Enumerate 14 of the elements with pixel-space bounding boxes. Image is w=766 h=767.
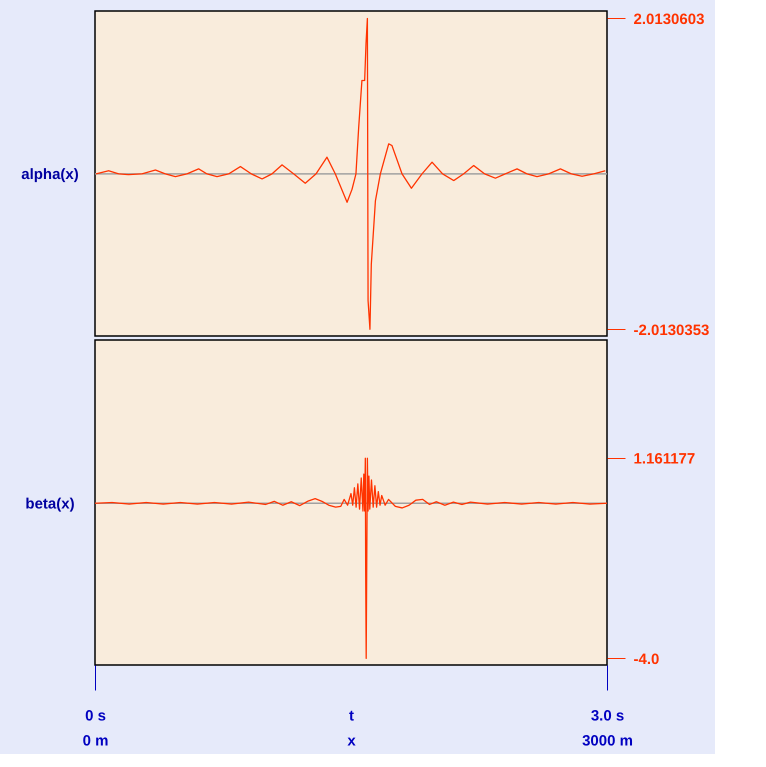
- y-tick-label: 1.161177: [634, 450, 696, 468]
- line-series: [95, 18, 606, 330]
- y-axis-title: alpha(x): [21, 166, 79, 183]
- y-tick-label: 2.0130603: [634, 10, 704, 28]
- y-tick-label: -4.0: [634, 650, 660, 668]
- x-axis-title: t: [349, 708, 354, 724]
- x-tick-label: 0 s: [85, 708, 106, 724]
- x-tick-label: 3.0 s: [590, 708, 624, 724]
- x2-axis-title: x: [347, 732, 356, 750]
- y-axis-title: beta(x): [25, 495, 75, 512]
- x2-tick-label: 3000 m: [582, 732, 633, 750]
- y-tick-label: -2.0130353: [634, 322, 710, 339]
- x2-tick-label: 0 m: [82, 732, 108, 750]
- line-series: [94, 458, 608, 660]
